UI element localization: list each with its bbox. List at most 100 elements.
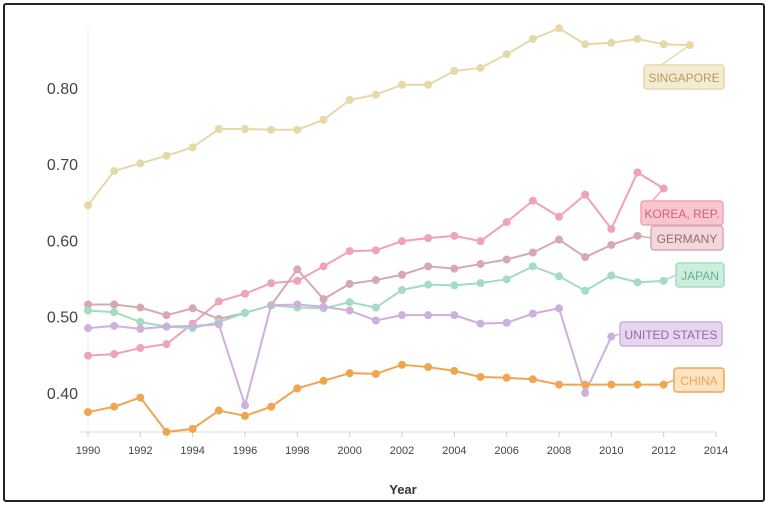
data-point bbox=[528, 34, 537, 43]
data-point bbox=[267, 402, 276, 411]
data-point bbox=[319, 302, 328, 311]
data-point bbox=[241, 411, 249, 420]
data-point bbox=[555, 304, 563, 313]
data-point bbox=[607, 240, 616, 249]
data-point bbox=[555, 380, 563, 389]
data-point bbox=[502, 373, 511, 382]
data-point bbox=[555, 235, 563, 244]
data-point bbox=[424, 363, 433, 372]
data-point bbox=[241, 308, 249, 317]
data-point bbox=[188, 304, 197, 313]
series-label: KOREA, REP. bbox=[644, 207, 719, 221]
data-point bbox=[136, 159, 145, 168]
data-point bbox=[450, 281, 459, 290]
data-point bbox=[162, 151, 171, 160]
data-point bbox=[293, 265, 302, 274]
y-tick-label: 0.60 bbox=[47, 233, 78, 250]
data-point bbox=[110, 308, 119, 317]
data-point bbox=[476, 319, 485, 328]
data-point bbox=[476, 237, 485, 246]
x-tick-label: 2004 bbox=[442, 445, 466, 457]
label-connector bbox=[637, 235, 652, 239]
series-label: UNITED STATES bbox=[625, 328, 718, 342]
data-point bbox=[136, 393, 145, 402]
data-point bbox=[424, 80, 433, 89]
series-label: GERMANY bbox=[657, 232, 718, 246]
data-point bbox=[267, 279, 276, 288]
data-point bbox=[371, 316, 380, 325]
data-point bbox=[345, 369, 354, 378]
data-point bbox=[319, 295, 328, 304]
series-line bbox=[88, 234, 638, 321]
data-point bbox=[633, 278, 642, 287]
x-tick-label: 1996 bbox=[233, 445, 257, 457]
data-point bbox=[345, 279, 354, 288]
data-point bbox=[136, 343, 145, 352]
data-point bbox=[136, 318, 145, 327]
data-point bbox=[424, 311, 433, 320]
data-point bbox=[581, 380, 590, 389]
data-point bbox=[528, 196, 537, 205]
data-point bbox=[241, 401, 249, 410]
data-point bbox=[528, 262, 537, 271]
series-label-box bbox=[650, 225, 724, 251]
data-point bbox=[581, 253, 590, 262]
y-tick-label: 0.40 bbox=[47, 386, 78, 403]
x-tick-label: 2008 bbox=[547, 445, 571, 457]
data-point bbox=[162, 427, 171, 436]
data-point bbox=[502, 275, 511, 284]
data-point bbox=[345, 247, 354, 256]
data-point bbox=[476, 372, 485, 381]
data-point bbox=[581, 40, 590, 49]
data-point bbox=[528, 375, 537, 384]
data-point bbox=[162, 340, 171, 349]
data-point bbox=[607, 380, 616, 389]
series-line bbox=[87, 303, 613, 409]
x-tick-label: 1998 bbox=[285, 445, 309, 457]
data-point bbox=[398, 360, 406, 369]
data-point bbox=[371, 369, 380, 378]
data-point bbox=[319, 262, 328, 271]
data-point bbox=[476, 260, 485, 269]
data-point bbox=[293, 276, 302, 285]
series-line bbox=[87, 27, 690, 206]
data-point bbox=[633, 168, 642, 177]
data-point bbox=[162, 311, 171, 320]
data-point bbox=[555, 24, 563, 33]
x-tick-label: 1994 bbox=[180, 445, 204, 457]
data-point bbox=[424, 262, 433, 271]
x-tick-label: 2012 bbox=[651, 445, 675, 457]
data-point bbox=[214, 125, 223, 134]
data-point bbox=[214, 406, 223, 415]
data-point bbox=[241, 125, 249, 134]
x-tick-label: 1992 bbox=[128, 445, 152, 457]
data-point bbox=[162, 322, 171, 331]
data-point bbox=[659, 40, 668, 49]
series-label-box bbox=[673, 367, 725, 393]
data-point bbox=[450, 264, 459, 273]
series-label-box bbox=[619, 321, 723, 347]
data-point bbox=[528, 248, 537, 257]
data-point bbox=[502, 255, 511, 264]
data-point bbox=[581, 190, 590, 199]
data-point bbox=[214, 297, 223, 306]
data-point bbox=[345, 298, 354, 307]
data-point bbox=[398, 80, 406, 89]
y-tick-label: 0.50 bbox=[47, 310, 78, 327]
data-point bbox=[633, 34, 642, 43]
data-point bbox=[371, 303, 380, 312]
data-point bbox=[555, 272, 563, 281]
data-point bbox=[371, 276, 380, 285]
series-line bbox=[87, 171, 665, 357]
data-point bbox=[476, 63, 485, 72]
data-point bbox=[84, 300, 92, 309]
data-point bbox=[502, 50, 511, 59]
series-label: CHINA bbox=[680, 374, 717, 388]
chart-frame bbox=[3, 3, 765, 502]
label-connector bbox=[663, 379, 675, 386]
data-point bbox=[345, 96, 354, 105]
label-connector bbox=[611, 333, 621, 338]
data-point bbox=[110, 350, 119, 359]
data-point bbox=[188, 424, 197, 433]
data-point bbox=[581, 286, 590, 295]
